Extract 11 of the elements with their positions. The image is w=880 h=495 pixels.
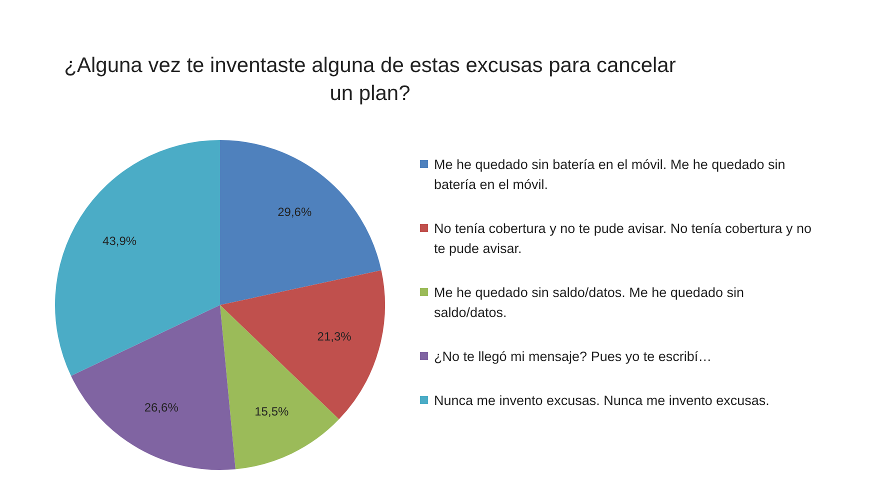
data-label: 29,6% <box>278 204 312 219</box>
legend-label: Me he quedado sin batería en el móvil. Me he quedado sin batería en el móvil. <box>434 156 786 194</box>
chart-title: ¿Alguna vez te inventaste alguna de estas excusas para cancelar un plan? <box>63 53 677 107</box>
data-label: 43,9% <box>102 234 137 248</box>
data-label: 15,5% <box>254 404 289 418</box>
legend-label: ¿No te llegó mi mensaje? Pues yo te escribí… <box>434 348 712 366</box>
data-label: 26,6% <box>144 400 179 415</box>
legend-label: Me he quedado sin saldo/datos. Me he quedado sin saldo/datos. <box>434 284 745 322</box>
legend-label: Nunca me invento excusas. Nunca me invento excusas. <box>434 392 770 410</box>
data-label: 21,3% <box>317 330 352 344</box>
legend-label: No tenía cobertura y no te pude avisar. No tenía cobertura y no te pude avisar. <box>434 220 812 258</box>
